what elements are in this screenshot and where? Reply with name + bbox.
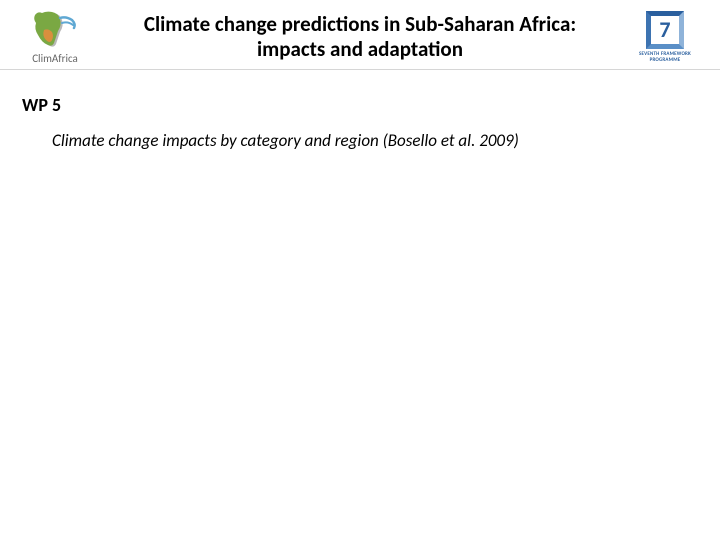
climafrica-logo: ClimAfrica bbox=[10, 7, 100, 67]
fp7-logo: 7 SEVENTH FRAMEWORK PROGRAMME bbox=[620, 7, 710, 67]
title-area: Climate change predictions in Sub-Sahara… bbox=[100, 12, 620, 62]
slide-subtitle: Climate change impacts by category and r… bbox=[52, 130, 519, 151]
fp7-number: 7 bbox=[659, 19, 670, 41]
africa-map-icon bbox=[32, 10, 78, 50]
climafrica-logo-label: ClimAfrica bbox=[32, 52, 78, 65]
fp7-label: SEVENTH FRAMEWORK PROGRAMME bbox=[639, 51, 691, 63]
page-title: Climate change predictions in Sub-Sahara… bbox=[110, 12, 610, 62]
workpackage-label: WP 5 bbox=[22, 94, 61, 116]
fp7-square-icon: 7 bbox=[646, 11, 684, 49]
header-bar: ClimAfrica Climate change predictions in… bbox=[0, 0, 720, 70]
